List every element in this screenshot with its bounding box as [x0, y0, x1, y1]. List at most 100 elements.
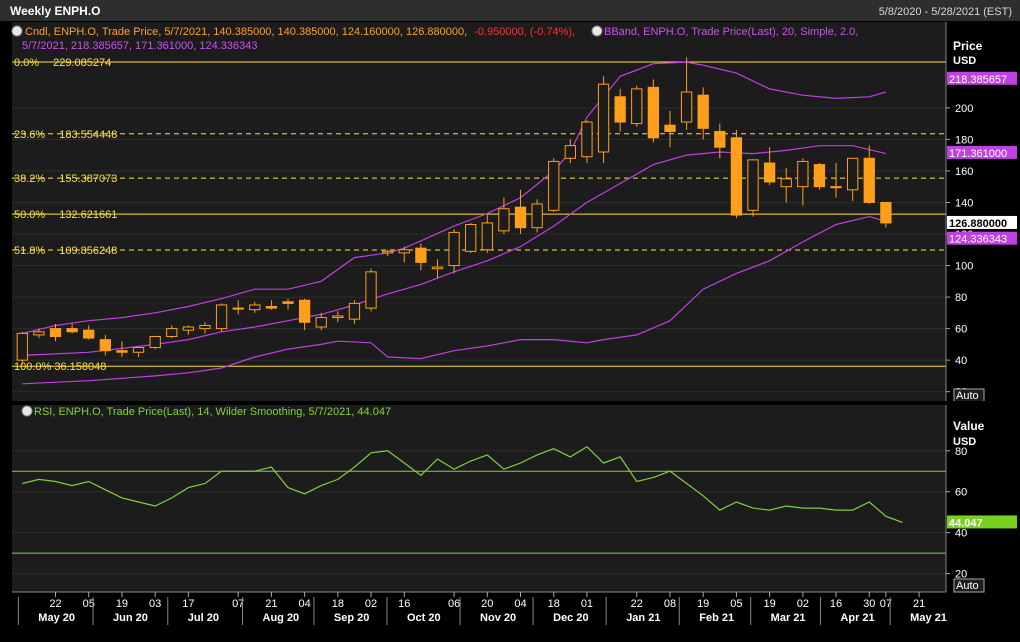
candle-down	[697, 94, 709, 129]
candle-up	[149, 335, 161, 349]
bband-lower-line	[22, 215, 887, 385]
candle-up	[797, 160, 809, 188]
time-tick-label: 21	[265, 598, 277, 610]
candle-up	[215, 304, 228, 330]
time-tick-label: 05	[83, 598, 95, 610]
bband-legend-line1: BBand, ENPH.O, Trade Price(Last), 20, Si…	[604, 26, 858, 38]
candlestick-series	[16, 57, 892, 365]
time-tick-label: 20	[481, 598, 493, 610]
candle-up	[548, 160, 560, 211]
candle-down	[66, 328, 78, 333]
candle-up	[332, 315, 344, 319]
candle-up	[830, 186, 842, 189]
rsi-axis-title: Value	[953, 419, 985, 433]
rsi-pane[interactable]	[12, 405, 946, 592]
time-tick-label: 21	[913, 598, 925, 610]
rsi-auto-button[interactable]	[953, 578, 985, 593]
time-tick-label: 30	[863, 598, 875, 610]
candle-down	[813, 164, 826, 188]
candle-down	[714, 130, 726, 148]
fib-label: 23.6% 183.554448	[14, 129, 117, 141]
candle-up	[232, 307, 244, 310]
rsi-tick-label: 80	[955, 446, 967, 458]
bband-upper-line	[22, 61, 887, 334]
fib-value: 229.085274	[53, 57, 111, 69]
rsi-grid	[12, 450, 946, 575]
value-tag-text: 44.047	[949, 517, 983, 529]
time-tick-label: 07	[880, 598, 892, 610]
value-tag-bb-mid	[947, 145, 1017, 159]
price-auto-label: Auto	[956, 390, 979, 402]
candle-down	[49, 328, 62, 337]
month-label: May 20	[38, 612, 75, 624]
candle-up	[465, 224, 477, 252]
value-tag-text: 126.880000	[949, 218, 1007, 230]
candle-up	[166, 328, 178, 337]
chart-title: Weekly ENPH.O	[10, 4, 100, 18]
value-tag-last-price	[947, 215, 1017, 229]
candle-down	[614, 96, 626, 123]
month-label: Apr 21	[840, 612, 874, 624]
candle-down	[265, 306, 278, 309]
fib-pct: 0.0%	[14, 57, 39, 69]
legend-circle-icon[interactable]	[11, 25, 23, 37]
price-legend: Cndl, ENPH.O, Trade Price, 5/7/2021, 140…	[11, 25, 858, 52]
rsi-axis[interactable]: Value USD 80 60 40 20	[945, 405, 985, 592]
fib-value: 183.554448	[59, 129, 117, 141]
candle-down	[99, 339, 111, 352]
candle-down	[116, 350, 128, 353]
time-tick-label: 22	[49, 598, 61, 610]
fib-value: 109.856248	[59, 245, 117, 257]
price-tick-label: 140	[955, 197, 973, 209]
time-tick-label: 04	[514, 598, 526, 610]
price-value-tags: 218.385657 171.361000 126.880000 124.336343	[947, 71, 1017, 246]
rsi-line	[22, 445, 903, 523]
rsi-legend: RSI, ENPH.O, Trade Price(Last), 14, Wild…	[34, 406, 391, 418]
time-tick-label: 17	[182, 598, 194, 610]
candle-down	[763, 162, 776, 183]
candle-down	[880, 201, 892, 224]
time-tick-label: 04	[299, 598, 311, 610]
month-label: Feb 21	[699, 612, 734, 624]
candle-up	[847, 157, 859, 191]
candle-down	[282, 301, 294, 304]
price-axis-unit: USD	[953, 55, 976, 67]
time-tick-label: 03	[149, 598, 161, 610]
candle-up	[348, 302, 361, 320]
pane-divider[interactable]	[0, 401, 1020, 405]
rsi-tick-label: 60	[955, 487, 967, 499]
candle-down	[863, 157, 875, 203]
price-tick-label: 60	[955, 324, 967, 336]
time-tick-label: 18	[332, 598, 344, 610]
candle-up	[365, 271, 377, 309]
candle-down	[83, 329, 95, 339]
fib-label: 100.0% 36.158048	[14, 361, 106, 373]
fib-pct: 51.8%	[14, 245, 45, 257]
candle-up	[33, 331, 45, 336]
fib-label: 0.0% 229.085274	[14, 57, 111, 69]
price-tick-label: 160	[955, 166, 973, 178]
time-tick-label: 02	[797, 598, 809, 610]
legend-circle-icon[interactable]	[591, 25, 603, 37]
candle-up	[382, 250, 394, 254]
month-label: Oct 20	[407, 612, 441, 624]
candle-up	[747, 159, 759, 211]
candle-up	[132, 347, 145, 353]
month-label: Sep 20	[334, 612, 369, 624]
candle-up	[315, 317, 327, 328]
candle-up	[481, 222, 493, 251]
candle-up	[398, 249, 410, 254]
candle-down	[514, 206, 527, 229]
fib-value: 155.387073	[59, 173, 117, 185]
price-pane[interactable]	[12, 22, 946, 401]
time-axis[interactable]: 22 05 19 03 17 07 21 04 18 02 16 06 20 04 18 01 22 08 19 05…	[12, 591, 947, 625]
fib-pct: 23.6%	[14, 129, 45, 141]
value-tag-bb-upper	[947, 71, 1017, 85]
candle-up	[780, 178, 792, 188]
candle-down	[730, 137, 743, 216]
rsi-auto-label: Auto	[956, 580, 979, 592]
fib-value: 36.158048	[54, 361, 106, 373]
rsi-series: 44.047	[22, 445, 1017, 529]
price-tick-label: 180	[955, 134, 973, 146]
legend-circle-icon[interactable]	[21, 405, 33, 417]
